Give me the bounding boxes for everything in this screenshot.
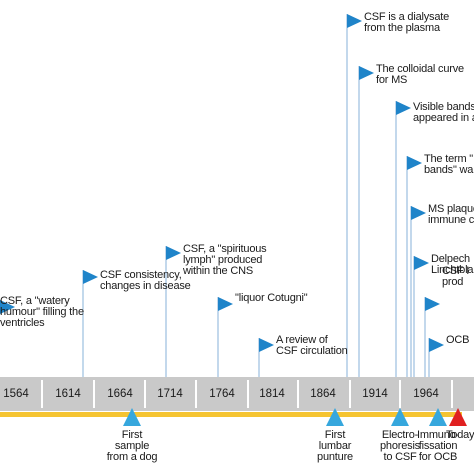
flag-label: CSF, a "spirituous lymph" produced withi… [183, 243, 267, 277]
flag-marker [407, 156, 422, 170]
year-label: 1914 [362, 388, 388, 400]
axis-tick [195, 380, 197, 408]
flag-marker [425, 297, 440, 311]
flag-label: A review of CSF circulation [276, 334, 348, 357]
axis-tick [349, 380, 351, 408]
marker-label: Electro- phoresis to CSF [380, 429, 420, 463]
flag-label: CSF I prod [442, 265, 470, 288]
event-marker [123, 408, 141, 426]
flag-marker [347, 14, 362, 28]
flag-label: The colloidal curve for MS [376, 63, 464, 86]
flag-label: CSF, a "watery humour" filling the ventr… [0, 295, 84, 329]
flag-marker [359, 66, 374, 80]
event-marker [391, 408, 409, 426]
axis-tick [297, 380, 299, 408]
axis-underline [0, 412, 462, 417]
flag-label: The term " bands" wa [424, 153, 474, 176]
today-marker [449, 408, 467, 426]
axis-tick [247, 380, 249, 408]
flag-marker [83, 270, 98, 284]
flag-marker [429, 338, 444, 352]
flag-label: Delpech Linchtbla [431, 253, 474, 276]
flag-label: Visible bands appeared in a [413, 101, 474, 124]
flag-label: CSF is a dialysate from the plasma [364, 11, 450, 34]
axis-tick [93, 380, 95, 408]
flag-label: MS plaques immune c [428, 203, 474, 226]
year-label: 1614 [55, 388, 81, 400]
marker-label: First sample from a dog [106, 429, 158, 463]
year-label: 1864 [310, 388, 336, 400]
year-label: 1814 [259, 388, 285, 400]
flag-label: CSF consistency, changes in disease [100, 269, 191, 292]
axis-band [0, 377, 474, 411]
year-label: 1564 [3, 388, 29, 400]
marker-label: Today [446, 429, 474, 441]
year-label: 1664 [107, 388, 133, 400]
flag-marker [414, 256, 429, 270]
event-marker [429, 408, 447, 426]
flag-label: "liquor Cotugni" [235, 292, 308, 304]
year-label: 1764 [209, 388, 235, 400]
axis-tick [451, 380, 453, 408]
event-marker [326, 408, 344, 426]
axis-tick [144, 380, 146, 408]
marker-label: First lumbar punture [317, 429, 353, 463]
flag-marker [396, 101, 411, 115]
axis-tick [399, 380, 401, 408]
marker-label: Immuno- fissation for OCB [417, 429, 459, 463]
flag-marker [0, 300, 15, 314]
year-label: 1714 [157, 388, 183, 400]
year-label: 1964 [413, 388, 439, 400]
flag-marker [218, 297, 233, 311]
flag-marker [259, 338, 274, 352]
flag-marker [411, 206, 426, 220]
flag-label: OCB [446, 334, 470, 346]
flag-marker [166, 246, 181, 260]
axis-tick [41, 380, 43, 408]
